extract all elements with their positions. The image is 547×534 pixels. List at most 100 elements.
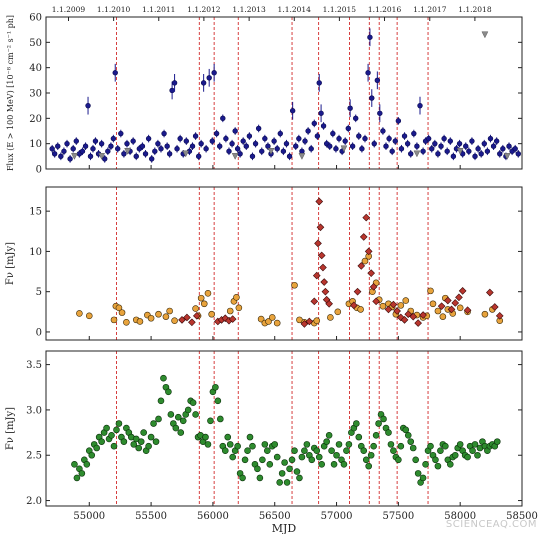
data-point (274, 146, 280, 152)
top-axis-date-label: 1.1.2018 (458, 5, 492, 14)
data-point (362, 456, 370, 464)
top-axis-date-label: 1.1.2013 (232, 5, 266, 14)
y-tick-label: 3.5 (26, 360, 42, 371)
gamma-ray-flux-panel: 0 10 20 30 40 50 60 1.1.2009 1.1.2010 1.1.2011 1.1… (6, 5, 523, 176)
data-point (383, 143, 389, 149)
data-point (78, 470, 86, 477)
upper-limit-marker (267, 148, 275, 155)
data-point (481, 310, 489, 318)
data-point (249, 442, 256, 450)
data-point (437, 302, 446, 311)
data-point (124, 140, 130, 147)
data-point (261, 441, 269, 448)
data-point (278, 470, 286, 477)
data-point (325, 299, 333, 308)
data-point (387, 441, 395, 448)
x-tick-label: 58000 (444, 511, 476, 522)
data-point (472, 153, 478, 160)
data-point (318, 461, 326, 468)
data-point (303, 441, 311, 448)
data-point (157, 397, 165, 405)
data-point (420, 148, 426, 154)
data-point (112, 70, 118, 76)
data-point (334, 308, 342, 316)
data-point (340, 461, 348, 468)
data-point (370, 442, 377, 450)
data-point (142, 151, 149, 157)
data-point (515, 151, 521, 157)
data-point (429, 300, 437, 308)
data-point (174, 146, 180, 152)
data-point (506, 143, 512, 149)
data-point (315, 197, 324, 206)
y-tick-label: 5 (36, 287, 42, 298)
upper-limit-marker (124, 148, 132, 155)
data-point (402, 297, 410, 304)
data-point (102, 156, 108, 162)
data-point (312, 271, 321, 280)
data-point (79, 148, 86, 154)
y-tick-label: 10 (29, 247, 42, 258)
data-point (64, 140, 70, 147)
data-point (419, 311, 427, 319)
data-point (164, 143, 170, 149)
data-point (475, 146, 481, 152)
data-point (353, 115, 359, 122)
data-point (252, 140, 259, 147)
data-point (443, 296, 452, 305)
data-point (291, 447, 298, 455)
data-point (214, 397, 222, 405)
data-point (456, 140, 463, 147)
data-point (145, 442, 152, 450)
data-point (320, 123, 327, 129)
data-point (208, 310, 215, 318)
data-point (314, 133, 321, 139)
data-point (217, 143, 223, 149)
data-point (350, 301, 358, 310)
data-point (490, 143, 497, 149)
data-point (369, 95, 375, 101)
data-point (384, 305, 393, 314)
data-point (178, 316, 186, 324)
data-point (308, 456, 316, 464)
data-point (93, 444, 100, 452)
data-point (152, 148, 158, 154)
data-point (471, 441, 479, 448)
data-point (169, 87, 175, 94)
data-point (229, 453, 236, 461)
data-point (347, 105, 353, 111)
data-point (259, 148, 265, 154)
data-point (167, 411, 175, 418)
upper-limit-marker (231, 153, 239, 160)
data-point (372, 431, 380, 439)
data-point (357, 262, 366, 270)
data-point (362, 213, 371, 222)
data-point (355, 433, 363, 441)
data-point (455, 293, 463, 302)
top-axis-date-label: 1.1.2012 (187, 5, 221, 14)
y-tick-label: 2.0 (26, 496, 42, 507)
data-point (192, 305, 199, 312)
data-point (328, 447, 335, 455)
y-tick-label: 2.5 (26, 451, 42, 462)
data-point (130, 138, 136, 144)
data-point (362, 135, 368, 142)
data-point (110, 316, 118, 324)
data-point (486, 288, 494, 297)
watermark: SCIENCEAQ.COM (445, 519, 537, 530)
data-point (493, 438, 501, 445)
data-point (447, 138, 453, 144)
data-point (283, 479, 291, 486)
data-point (240, 138, 246, 144)
data-point (172, 424, 180, 432)
data-point (273, 453, 281, 461)
data-point (212, 383, 219, 391)
data-point (408, 151, 414, 157)
data-point (356, 133, 362, 139)
data-point (447, 305, 456, 314)
y-tick-label: 10 (29, 139, 42, 150)
data-point (118, 309, 126, 316)
data-point (364, 247, 373, 256)
data-point (434, 307, 442, 315)
